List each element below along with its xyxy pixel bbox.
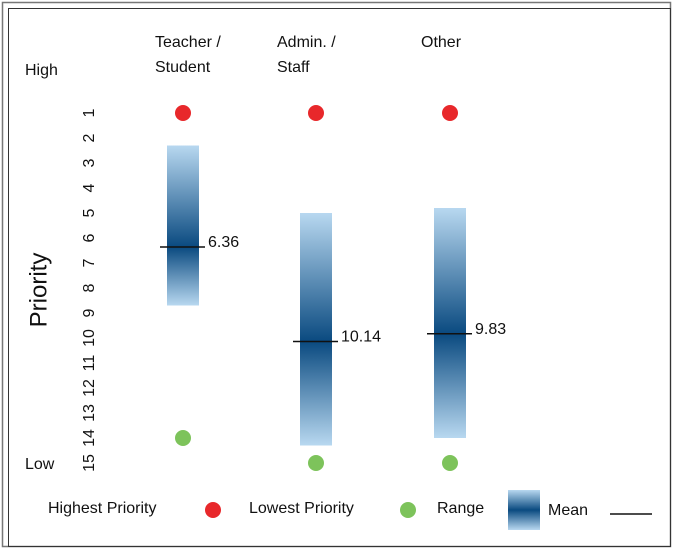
range-bar bbox=[167, 145, 199, 306]
y-tick-label: 4 bbox=[81, 183, 98, 192]
range-bar bbox=[434, 208, 466, 438]
axis-label: Priority bbox=[25, 253, 52, 328]
inner-frame bbox=[8, 8, 671, 547]
legend-lowest bbox=[400, 502, 416, 518]
y-tick-label: 9 bbox=[81, 308, 98, 317]
legend-label: Highest Priority bbox=[48, 500, 156, 517]
y-tick-label: 14 bbox=[81, 429, 98, 447]
y-tick-label: 15 bbox=[81, 454, 98, 472]
highest-dot bbox=[308, 105, 324, 121]
legend-label: Mean bbox=[548, 502, 588, 519]
category-label: Teacher / bbox=[155, 34, 221, 51]
y-tick-label: 6 bbox=[81, 233, 98, 242]
range-bar bbox=[300, 213, 332, 446]
highest-dot bbox=[175, 105, 191, 121]
highest-dot bbox=[442, 105, 458, 121]
y-tick-label: 1 bbox=[81, 108, 98, 117]
y-tick-label: 3 bbox=[81, 158, 98, 167]
legend-highest bbox=[205, 502, 221, 518]
y-tick-label: 11 bbox=[81, 355, 98, 372]
y-tick-label: 5 bbox=[81, 208, 98, 217]
top-label: High bbox=[25, 62, 58, 79]
category-label: Staff bbox=[277, 59, 310, 76]
mean-label: 6.36 bbox=[208, 234, 239, 251]
y-tick-label: 13 bbox=[81, 404, 98, 422]
legend-range bbox=[508, 490, 540, 530]
mean-label: 9.83 bbox=[475, 321, 506, 338]
y-tick-label: 10 bbox=[81, 329, 98, 347]
legend-label: Lowest Priority bbox=[249, 500, 354, 517]
category-label: Student bbox=[155, 59, 211, 76]
bottom-label: Low bbox=[25, 456, 55, 473]
legend-label: Range bbox=[437, 500, 484, 517]
lowest-dot bbox=[175, 430, 191, 446]
y-tick-label: 2 bbox=[81, 133, 98, 142]
y-tick-label: 8 bbox=[81, 283, 98, 292]
category-label: Other bbox=[421, 34, 462, 51]
category-label: Admin. / bbox=[277, 34, 336, 51]
y-tick-label: 12 bbox=[81, 379, 98, 397]
y-tick-label: 7 bbox=[81, 258, 98, 267]
lowest-dot bbox=[442, 455, 458, 471]
mean-label: 10.14 bbox=[341, 329, 381, 346]
lowest-dot bbox=[308, 455, 324, 471]
